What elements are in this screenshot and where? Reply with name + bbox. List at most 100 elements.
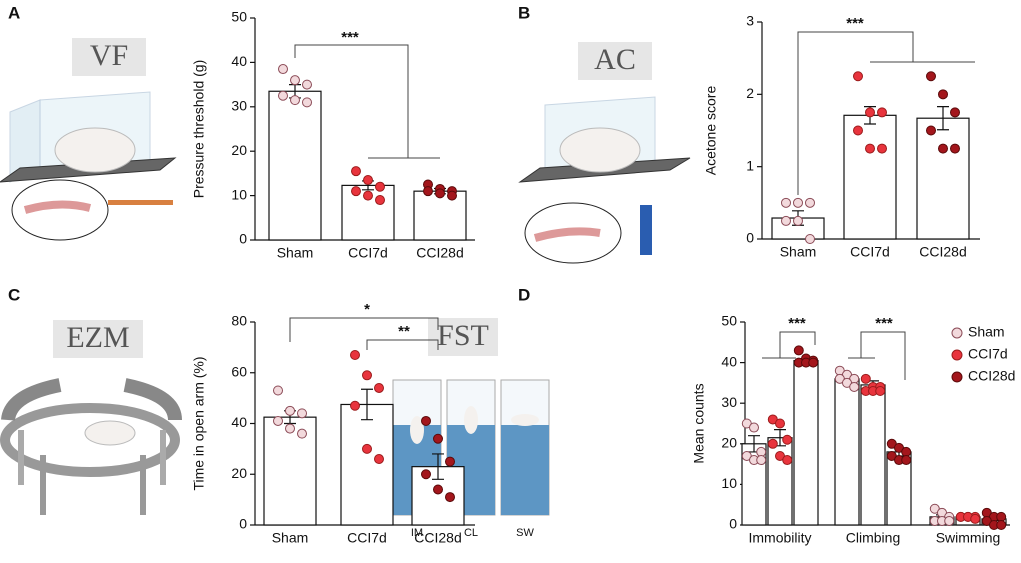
data-point xyxy=(950,143,960,154)
data-point xyxy=(877,107,887,118)
data-point xyxy=(938,143,948,154)
data-point xyxy=(767,438,778,449)
bar xyxy=(916,117,970,240)
bar xyxy=(268,90,322,241)
y-tick-label: 30 xyxy=(721,394,737,410)
y-tick-label: 50 xyxy=(721,313,737,329)
x-tick-label: Immobility xyxy=(748,530,811,546)
illustration-ezm xyxy=(0,320,182,515)
y-tick-label: 0 xyxy=(239,516,247,532)
data-point xyxy=(447,190,457,201)
error-bar xyxy=(937,106,949,131)
x-tick-label: CCI7d xyxy=(348,245,388,261)
data-point xyxy=(351,166,361,177)
significance-label: *** xyxy=(846,15,864,32)
y-tick-label: 60 xyxy=(231,363,247,379)
data-point xyxy=(749,422,759,433)
data-point xyxy=(350,349,360,360)
significance-bracket xyxy=(797,31,914,195)
illustration-label: EZM xyxy=(66,321,129,354)
bar xyxy=(411,466,465,526)
y-tick-label: 20 xyxy=(231,465,247,481)
y-axis-label: Pressure threshold (g) xyxy=(191,60,207,199)
data-point xyxy=(278,90,288,101)
x-tick-label: CCI28d xyxy=(416,245,463,261)
legend-marker xyxy=(951,371,963,383)
data-point xyxy=(775,418,785,429)
y-tick-label: 0 xyxy=(746,230,754,246)
significance-bracket xyxy=(860,331,906,380)
data-point xyxy=(950,107,960,118)
bar xyxy=(340,403,394,526)
significance-bracket xyxy=(289,317,439,342)
data-point xyxy=(375,181,385,192)
y-tick-label: 40 xyxy=(231,414,247,430)
data-point xyxy=(865,143,875,154)
x-tick-label: Sham xyxy=(277,245,314,261)
x-tick-label: CCI7d xyxy=(850,244,890,260)
data-point xyxy=(302,97,312,108)
bar xyxy=(413,190,467,241)
significance-label: * xyxy=(364,301,370,318)
legend-label: CCI28d xyxy=(968,368,1015,384)
sub-label: CL xyxy=(464,527,478,539)
panel-letter: A xyxy=(8,3,20,22)
significance-bracket xyxy=(366,339,439,350)
x-tick-label: Swimming xyxy=(936,530,1001,546)
y-tick-label: 40 xyxy=(231,53,247,69)
data-point xyxy=(375,195,385,206)
legend-label: CCI7d xyxy=(968,346,1008,362)
bar xyxy=(834,378,860,526)
data-point xyxy=(805,197,815,208)
data-point xyxy=(793,197,803,208)
y-tick-label: 0 xyxy=(239,231,247,247)
data-point xyxy=(782,455,793,466)
data-point xyxy=(290,95,300,106)
data-point xyxy=(996,520,1007,530)
bar xyxy=(767,437,793,526)
data-point xyxy=(877,143,887,154)
significance-label: ** xyxy=(398,323,410,340)
data-point xyxy=(433,433,443,444)
y-tick-label: 1 xyxy=(746,157,754,173)
data-point xyxy=(374,382,384,393)
sub-label: IM xyxy=(411,527,423,539)
data-point xyxy=(433,484,443,495)
y-axis-label: Time in open arm (%) xyxy=(191,356,207,490)
data-point xyxy=(970,513,981,524)
data-point xyxy=(285,423,295,434)
data-point xyxy=(808,357,819,368)
significance-label: *** xyxy=(341,29,359,46)
y-tick-label: 80 xyxy=(231,313,247,329)
panel-letter: D xyxy=(518,285,530,304)
bar xyxy=(793,359,819,526)
significance-label: *** xyxy=(788,315,806,332)
y-tick-label: 3 xyxy=(746,13,754,29)
data-point xyxy=(445,456,455,467)
data-point xyxy=(805,234,815,244)
x-tick-label: CCI28d xyxy=(414,530,461,546)
y-tick-label: 10 xyxy=(231,186,247,202)
data-point xyxy=(782,434,793,445)
illustration-fst xyxy=(392,318,550,516)
sub-label: SW xyxy=(516,527,534,539)
y-tick-label: 2 xyxy=(746,85,754,101)
significance-bracket xyxy=(294,44,409,158)
data-point xyxy=(421,415,431,426)
data-point xyxy=(781,215,791,226)
data-point xyxy=(944,515,955,526)
y-tick-label: 50 xyxy=(231,9,247,25)
data-point xyxy=(901,455,912,466)
y-tick-label: 20 xyxy=(721,435,737,451)
data-point xyxy=(435,188,445,199)
x-tick-label: CCI28d xyxy=(919,244,966,260)
data-point xyxy=(926,71,936,82)
legend-label: Sham xyxy=(968,324,1005,340)
data-point xyxy=(875,386,886,397)
bar xyxy=(860,384,886,526)
bar xyxy=(843,114,897,240)
data-point xyxy=(865,107,875,118)
illustration-label: VF xyxy=(90,39,128,72)
data-point xyxy=(793,345,804,356)
